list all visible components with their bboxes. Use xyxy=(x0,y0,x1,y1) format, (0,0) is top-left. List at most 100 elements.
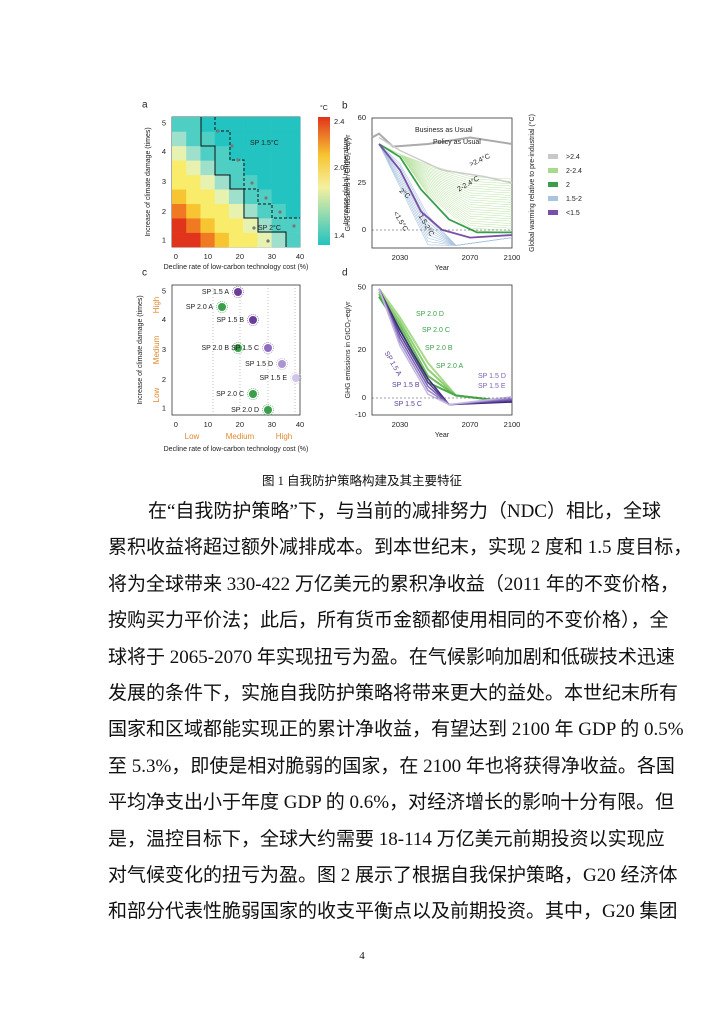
legend-swatch xyxy=(548,182,558,187)
strategy-point xyxy=(249,316,257,324)
heat-cell xyxy=(243,232,258,248)
heat-cell xyxy=(200,203,215,219)
heat-cell xyxy=(257,218,272,233)
heat-cell xyxy=(200,189,215,204)
y-level: Medium xyxy=(152,335,161,364)
y-tick-label: 25 xyxy=(358,178,366,187)
heat-cell xyxy=(257,117,272,132)
heat-cell xyxy=(214,203,230,219)
heat-cell xyxy=(228,218,244,233)
y-tick-label: 2 xyxy=(162,375,166,384)
heat-cell xyxy=(243,160,258,176)
text-line: 球将于 2065-2070 年实现扭亏为盈。在气候影响加剧和低碳技术迅速 xyxy=(108,646,675,668)
strategy-point xyxy=(264,344,272,352)
heat-cell xyxy=(271,117,287,132)
marker xyxy=(266,239,270,243)
strategy-ring xyxy=(247,314,259,326)
panel-letter: d xyxy=(342,268,348,279)
annotation: SP 2.0 A xyxy=(186,304,213,311)
heat-cell xyxy=(186,232,201,248)
annotation: SP 1.5 C xyxy=(394,401,422,408)
pathway-pau xyxy=(378,136,513,184)
y-tick-label: 0 xyxy=(362,225,366,234)
text-line: 是，温控目标下，全球大约需要 18-114 万亿美元前期投资以实现应 xyxy=(108,828,665,850)
heat-cell xyxy=(257,189,272,204)
heat-cell xyxy=(186,145,201,161)
heat-cell xyxy=(257,131,272,147)
heat-cell xyxy=(200,160,215,176)
heat-cell xyxy=(271,160,287,176)
heat-cell xyxy=(172,174,187,190)
heat-cell xyxy=(172,203,187,219)
heat-cell xyxy=(285,189,301,204)
annotation: SP 2°C xyxy=(258,224,281,232)
x-tick-label: 40 xyxy=(296,252,304,261)
annotation: SP 1.5 E xyxy=(259,375,287,382)
heat-cell xyxy=(214,131,230,147)
panel-d-frame xyxy=(371,284,513,416)
text-line: 平均净支出小于年度 GDP 的 0.6%，对经济增长的影响十分有限。但 xyxy=(108,792,675,814)
strategy-ring xyxy=(247,388,259,400)
y-tick-label: 1 xyxy=(162,403,166,412)
heat-cell xyxy=(285,117,301,132)
y-tick-label: 20 xyxy=(358,345,366,354)
heat-cell xyxy=(214,145,230,161)
heat-cell xyxy=(228,189,244,204)
heat-cell xyxy=(243,117,258,132)
heat-cell xyxy=(186,117,201,132)
legend-label: <1.5 xyxy=(566,210,580,217)
annotation: SP 1.5 D xyxy=(478,373,506,380)
annotation: Business as Usual xyxy=(415,127,473,134)
pathway xyxy=(378,143,513,246)
legend-title: Global warming relative to pre-industria… xyxy=(528,114,536,252)
panel-b-frame xyxy=(371,117,513,249)
heat-cell xyxy=(243,174,258,190)
heat-cell xyxy=(285,174,301,190)
strategy-ring xyxy=(232,342,244,354)
x-tick-label: 2070 xyxy=(462,420,479,429)
marker xyxy=(278,210,282,214)
heat-cell xyxy=(271,218,287,233)
legend-label: 2 xyxy=(566,182,570,189)
y-tick-label: 4 xyxy=(162,315,166,324)
annotation: SP 2.0 D xyxy=(231,407,259,414)
heat-cell xyxy=(214,189,230,204)
panel-c-frame xyxy=(171,284,301,416)
marker xyxy=(292,224,296,228)
colorbar-tick: 2.4 xyxy=(334,117,344,126)
heat-cell xyxy=(172,189,187,204)
heat-cell xyxy=(214,160,230,176)
pathway-2 xyxy=(378,143,512,234)
heat-cell xyxy=(271,174,287,190)
panel-letter: b xyxy=(342,101,348,112)
y-tick-label: 50 xyxy=(358,283,366,292)
heat-cell xyxy=(257,174,272,190)
annotation: <1.5°C xyxy=(392,210,410,233)
x-tick-label: 0 xyxy=(174,420,178,429)
pathway xyxy=(378,288,513,406)
x-tick-label: 2030 xyxy=(392,420,409,429)
x-tick-label: 10 xyxy=(204,252,212,261)
heat-cell xyxy=(228,232,244,248)
text-line: 国家和区域都能实现正的累计净收益，有望达到 2100 年 GDP 的 0.5% xyxy=(108,719,684,741)
heat-cell xyxy=(228,174,244,190)
x-tick-label: 40 xyxy=(296,420,304,429)
heat-cell xyxy=(214,117,230,132)
y-level: High xyxy=(152,297,161,313)
colorbar-tick: 2.0 xyxy=(334,163,344,172)
legend-label: 2-2.4 xyxy=(566,168,582,175)
text-line: 对气候变化的扭亏为盈。图 2 展示了根据自我保护策略，G20 经济体 xyxy=(108,865,678,886)
x-axis-label: Year xyxy=(435,432,450,439)
annotation: Policy as Usual xyxy=(433,139,481,146)
heat-cell xyxy=(186,218,201,233)
heat-cell xyxy=(172,145,187,161)
y-tick-label: 3 xyxy=(162,177,166,186)
heat-cell xyxy=(200,117,215,132)
x-tick-label: 2100 xyxy=(504,253,521,262)
x-tick-label: 20 xyxy=(236,252,244,261)
heat-cell xyxy=(186,203,201,219)
y-tick-label: 2 xyxy=(162,207,166,216)
heat-cell xyxy=(214,218,230,233)
y-axis-label: Increase of climate damage (times) xyxy=(137,295,144,404)
